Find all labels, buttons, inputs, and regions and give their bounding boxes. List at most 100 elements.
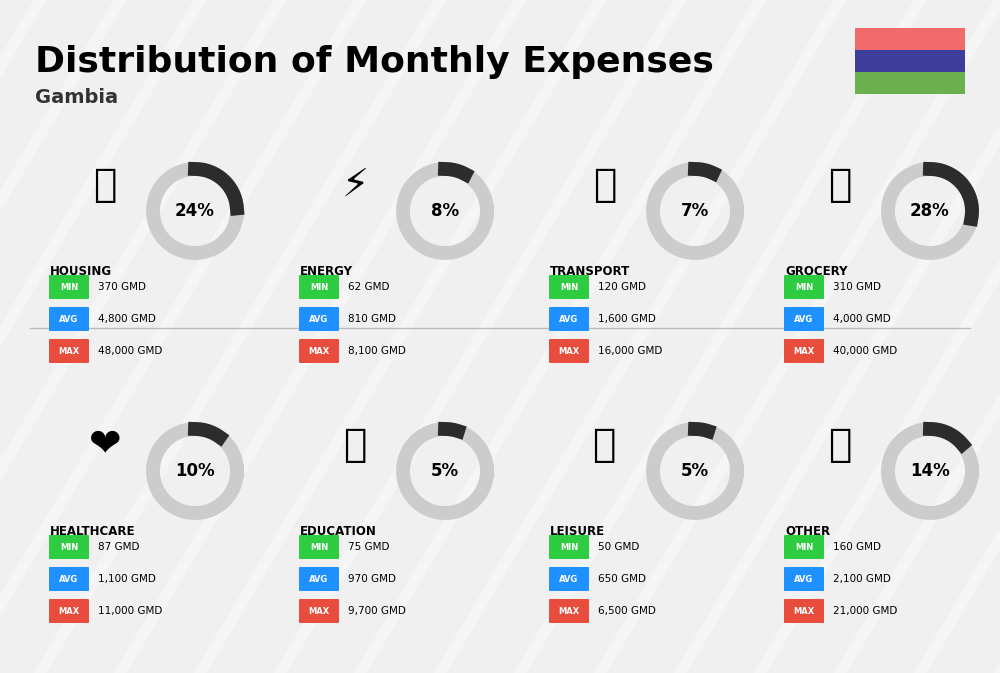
Text: ENERGY: ENERGY (300, 265, 353, 278)
FancyBboxPatch shape (49, 599, 89, 623)
Text: 160 GMD: 160 GMD (833, 542, 881, 552)
Text: 970 GMD: 970 GMD (348, 574, 396, 584)
FancyBboxPatch shape (784, 339, 824, 363)
Text: 370 GMD: 370 GMD (98, 282, 146, 292)
Text: 1,100 GMD: 1,100 GMD (98, 574, 156, 584)
Text: 🚌: 🚌 (593, 166, 617, 204)
Text: HEALTHCARE: HEALTHCARE (50, 525, 136, 538)
Text: MIN: MIN (310, 542, 328, 551)
Text: AVG: AVG (309, 575, 329, 583)
Text: ⚡: ⚡ (341, 166, 369, 204)
Text: OTHER: OTHER (785, 525, 830, 538)
Text: AVG: AVG (559, 575, 579, 583)
Text: TRANSPORT: TRANSPORT (550, 265, 630, 278)
Text: MAX: MAX (558, 606, 580, 616)
Text: 310 GMD: 310 GMD (833, 282, 881, 292)
Text: HOUSING: HOUSING (50, 265, 112, 278)
Text: 11,000 GMD: 11,000 GMD (98, 606, 162, 616)
Text: 🏢: 🏢 (93, 166, 117, 204)
FancyBboxPatch shape (855, 50, 965, 72)
Text: 8%: 8% (431, 202, 459, 220)
Text: MAX: MAX (308, 606, 330, 616)
Text: AVG: AVG (309, 314, 329, 324)
Text: 14%: 14% (910, 462, 950, 480)
FancyBboxPatch shape (784, 567, 824, 591)
Text: 2,100 GMD: 2,100 GMD (833, 574, 891, 584)
Text: GROCERY: GROCERY (785, 265, 848, 278)
Text: 120 GMD: 120 GMD (598, 282, 646, 292)
FancyBboxPatch shape (299, 307, 339, 331)
Text: 40,000 GMD: 40,000 GMD (833, 346, 897, 356)
FancyBboxPatch shape (855, 72, 965, 94)
Text: 8,100 GMD: 8,100 GMD (348, 346, 406, 356)
FancyBboxPatch shape (299, 535, 339, 559)
Text: ❤️: ❤️ (89, 426, 121, 464)
FancyBboxPatch shape (784, 599, 824, 623)
FancyBboxPatch shape (549, 599, 589, 623)
Text: 4,800 GMD: 4,800 GMD (98, 314, 156, 324)
FancyBboxPatch shape (49, 339, 89, 363)
FancyBboxPatch shape (299, 599, 339, 623)
Text: MAX: MAX (558, 347, 580, 355)
Text: MIN: MIN (795, 283, 813, 291)
FancyBboxPatch shape (784, 275, 824, 299)
Text: 🛒: 🛒 (828, 166, 852, 204)
Text: 🎓: 🎓 (343, 426, 367, 464)
FancyBboxPatch shape (49, 535, 89, 559)
Text: MAX: MAX (793, 606, 815, 616)
Text: 21,000 GMD: 21,000 GMD (833, 606, 897, 616)
FancyBboxPatch shape (299, 339, 339, 363)
Text: Distribution of Monthly Expenses: Distribution of Monthly Expenses (35, 45, 714, 79)
Text: 650 GMD: 650 GMD (598, 574, 646, 584)
Text: 10%: 10% (175, 462, 215, 480)
Text: 62 GMD: 62 GMD (348, 282, 390, 292)
Text: AVG: AVG (559, 314, 579, 324)
Text: 5%: 5% (681, 462, 709, 480)
Text: 5%: 5% (431, 462, 459, 480)
FancyBboxPatch shape (49, 567, 89, 591)
Text: MIN: MIN (795, 542, 813, 551)
Text: 75 GMD: 75 GMD (348, 542, 390, 552)
Text: 24%: 24% (175, 202, 215, 220)
Text: 1,600 GMD: 1,600 GMD (598, 314, 656, 324)
Text: LEISURE: LEISURE (550, 525, 605, 538)
Text: MIN: MIN (60, 542, 78, 551)
FancyBboxPatch shape (855, 28, 965, 50)
Text: 7%: 7% (681, 202, 709, 220)
Text: MAX: MAX (793, 347, 815, 355)
Text: AVG: AVG (59, 575, 79, 583)
FancyBboxPatch shape (784, 535, 824, 559)
FancyBboxPatch shape (549, 307, 589, 331)
Text: MIN: MIN (560, 542, 578, 551)
Text: 50 GMD: 50 GMD (598, 542, 639, 552)
Text: MIN: MIN (560, 283, 578, 291)
FancyBboxPatch shape (549, 535, 589, 559)
Text: MAX: MAX (308, 347, 330, 355)
FancyBboxPatch shape (49, 307, 89, 331)
Text: 9,700 GMD: 9,700 GMD (348, 606, 406, 616)
Text: 87 GMD: 87 GMD (98, 542, 140, 552)
Text: MAX: MAX (58, 347, 80, 355)
Text: EDUCATION: EDUCATION (300, 525, 377, 538)
Text: 👜: 👜 (828, 426, 852, 464)
Text: MIN: MIN (310, 283, 328, 291)
Text: AVG: AVG (794, 575, 814, 583)
FancyBboxPatch shape (784, 307, 824, 331)
Text: Gambia: Gambia (35, 88, 118, 107)
FancyBboxPatch shape (299, 275, 339, 299)
Text: AVG: AVG (794, 314, 814, 324)
Text: MIN: MIN (60, 283, 78, 291)
Text: 4,000 GMD: 4,000 GMD (833, 314, 891, 324)
Text: 48,000 GMD: 48,000 GMD (98, 346, 162, 356)
Text: AVG: AVG (59, 314, 79, 324)
FancyBboxPatch shape (299, 567, 339, 591)
Text: 28%: 28% (910, 202, 950, 220)
Text: 16,000 GMD: 16,000 GMD (598, 346, 662, 356)
Text: 810 GMD: 810 GMD (348, 314, 396, 324)
FancyBboxPatch shape (49, 275, 89, 299)
FancyBboxPatch shape (549, 339, 589, 363)
Text: 🛍️: 🛍️ (593, 426, 617, 464)
FancyBboxPatch shape (549, 567, 589, 591)
FancyBboxPatch shape (549, 275, 589, 299)
Text: 6,500 GMD: 6,500 GMD (598, 606, 656, 616)
